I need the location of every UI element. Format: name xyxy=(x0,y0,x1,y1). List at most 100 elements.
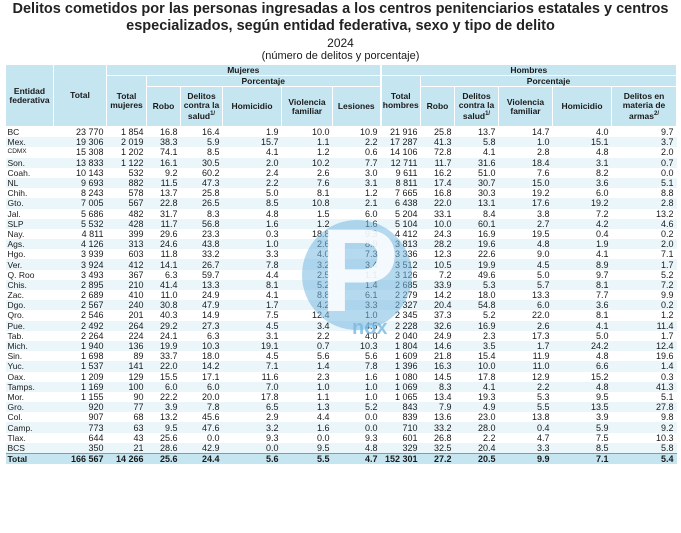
header-h-violencia: Violencia familiar xyxy=(498,86,553,127)
value-cell: 9.0 xyxy=(536,249,550,260)
value-cell: 9.3 xyxy=(265,432,279,443)
value-cell: 3.1 xyxy=(332,177,381,189)
value-cell: 1.2 xyxy=(316,147,330,158)
state-cell: Ver. xyxy=(5,259,54,270)
value-cell: 5.6 xyxy=(222,453,282,465)
value-cell: 5.8 xyxy=(454,137,499,148)
value-cell: 22.0 xyxy=(531,310,550,321)
table-row: Yuc. 1 537 141 22.0 14.2 7.1 1.4 7.8 1 396 16.3 10… xyxy=(5,361,677,372)
value-cell: 27.8 xyxy=(611,402,677,413)
value-cell: 45.6 xyxy=(201,412,220,423)
value-cell: 24.1 xyxy=(159,330,178,341)
value-cell: 1.1 xyxy=(316,391,330,402)
value-cell: 7.0 xyxy=(222,381,282,392)
value-cell: 7.6 xyxy=(536,167,550,178)
header-h-robo: Robo xyxy=(420,86,455,127)
value-cell: 2 228 xyxy=(380,320,421,331)
value-cell: 21 916 xyxy=(389,127,418,138)
value-cell: 33.2 xyxy=(201,249,220,260)
table-row: Mor. 1 155 90 22.2 20.0 17.8 1.1 1.0 1 065 13.4 19… xyxy=(6,392,677,402)
value-cell: 7.6 xyxy=(281,177,333,189)
value-cell: 166 567 xyxy=(53,453,107,465)
value-cell: 6.3 xyxy=(164,269,178,280)
value-cell: 8.5 xyxy=(552,442,612,454)
state-cell: Tlax. xyxy=(7,432,26,443)
value-cell: 482 xyxy=(128,208,144,219)
value-cell: 2.1 xyxy=(332,198,381,209)
value-cell: 9.2 xyxy=(611,422,677,433)
value-cell: 25.8 xyxy=(201,188,220,199)
value-cell: 4.4 xyxy=(265,269,279,280)
value-cell: 4.8 xyxy=(332,442,381,454)
value-cell: 19.1 xyxy=(222,340,282,352)
value-cell: 27.2 xyxy=(420,453,455,465)
value-cell: 26.7 xyxy=(180,259,223,270)
table-row: Gro. 920 77 3.9 7.8 6.5 1.3 5.2 843 7.9 4.9 5.5 13.5… xyxy=(5,402,677,413)
value-cell: 51.0 xyxy=(477,167,496,178)
value-cell: 8.1 xyxy=(222,279,282,290)
value-cell: 9.7 xyxy=(595,269,609,280)
value-cell: 49.6 xyxy=(477,269,496,280)
state-cell: Dgo. xyxy=(5,300,54,311)
value-cell: 2.2 xyxy=(498,381,553,392)
value-cell: 41.3 xyxy=(611,381,677,392)
table-row: Oax. 1 209 129 15.5 17.1 11.6 2.3 1.6 1 080 14.5 1… xyxy=(6,372,677,382)
value-cell: 601 xyxy=(402,432,418,443)
value-cell: 1.7 xyxy=(661,330,674,341)
value-cell: 9.7 xyxy=(661,127,674,138)
value-cell: 56.8 xyxy=(180,218,223,229)
value-cell: 26.8 xyxy=(433,432,452,443)
value-cell: 4.7 xyxy=(536,432,550,443)
header-m-robo: Robo xyxy=(146,86,181,127)
state-cell: Mor. xyxy=(7,391,25,402)
value-cell: 6 438 xyxy=(380,198,421,209)
value-cell: 18.0 xyxy=(201,351,220,362)
state-cell: CDMX xyxy=(7,148,27,156)
state-cell: Nay. xyxy=(7,228,25,239)
value-cell: 10.3 xyxy=(180,340,223,352)
state-cell: SLP xyxy=(5,218,54,229)
value-cell: 3 939 xyxy=(80,249,104,260)
value-cell: 9.5 xyxy=(595,391,609,402)
value-cell: 8.5 xyxy=(222,198,282,209)
value-cell: 1 698 xyxy=(80,351,104,362)
value-cell: 412 xyxy=(106,259,147,270)
value-cell: 38.3 xyxy=(146,137,181,148)
value-cell: 11.0 xyxy=(498,361,553,372)
value-cell: 24.2 xyxy=(552,340,612,352)
value-cell: 13.2 xyxy=(656,208,674,219)
value-cell: 15.5 xyxy=(159,371,178,382)
value-cell: 30.8 xyxy=(146,300,181,311)
value-cell: 10.0 xyxy=(420,218,455,229)
watermark-circle xyxy=(302,220,412,330)
value-cell: 16.2 xyxy=(433,167,452,178)
value-cell: 9.3 xyxy=(364,432,378,443)
value-cell: 15.7 xyxy=(222,137,282,148)
value-cell: 11.0 xyxy=(160,290,178,301)
value-cell: 843 xyxy=(380,402,421,413)
value-cell: 4.1 xyxy=(595,249,609,260)
value-cell: 1 537 xyxy=(53,361,107,372)
value-cell: 10.3 xyxy=(332,340,381,352)
value-cell: 2.8 xyxy=(611,198,677,209)
value-cell: 2 567 xyxy=(53,300,107,311)
value-cell: 17.6 xyxy=(498,198,553,209)
value-cell: 9.5 xyxy=(281,442,333,454)
value-cell: 1.0 xyxy=(332,381,381,392)
value-cell: 22.6 xyxy=(477,249,496,260)
value-cell: 4.4 xyxy=(316,412,330,423)
state-cell: Gro. xyxy=(5,402,54,413)
value-cell: 3.3 xyxy=(265,249,279,260)
value-cell: 11.5 xyxy=(146,177,181,189)
value-cell: 9.9 xyxy=(661,290,674,301)
value-cell: 8.1 xyxy=(316,188,330,199)
state-cell: Tamps. xyxy=(5,381,54,392)
value-cell: 1.0 xyxy=(281,381,333,392)
value-cell: 2.4 xyxy=(265,167,279,178)
value-cell: 1 854 xyxy=(120,127,144,138)
value-cell: 23 770 xyxy=(75,127,104,138)
value-cell: 30.7 xyxy=(454,177,499,189)
value-cell: 0.0 xyxy=(206,432,220,443)
value-cell: 74.1 xyxy=(159,147,178,158)
header-total-hombres: Total hombres xyxy=(380,75,421,127)
